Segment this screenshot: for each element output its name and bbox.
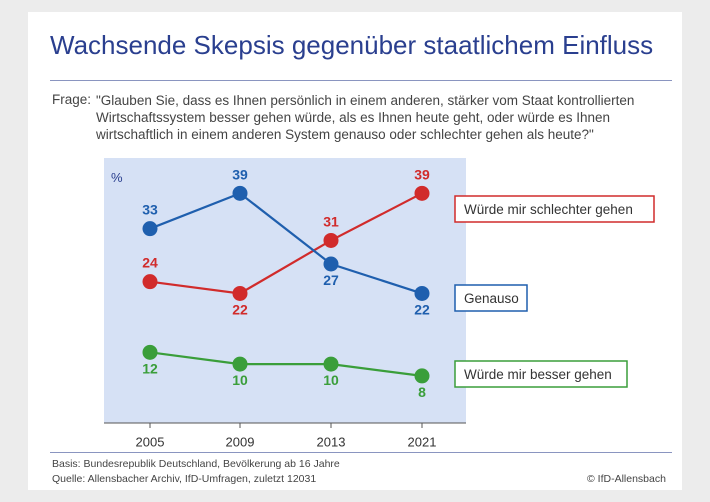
footer-rule xyxy=(50,452,672,453)
footer-copyright: © IfD-Allensbach xyxy=(587,473,666,485)
title-rule xyxy=(50,80,672,81)
footer-source: Quelle: Allensbacher Archiv, IfD-Umfrage… xyxy=(52,473,317,485)
chart-title: Wachsende Skepsis gegenüber staatlichem … xyxy=(50,30,654,60)
question-label: Frage: xyxy=(52,92,92,107)
question-text: "Glauben Sie, dass es Ihnen persönlich i… xyxy=(96,93,635,142)
chart-card xyxy=(28,12,682,490)
footer-basis: Basis: Bundesrepublik Deutschland, Bevöl… xyxy=(52,458,340,470)
